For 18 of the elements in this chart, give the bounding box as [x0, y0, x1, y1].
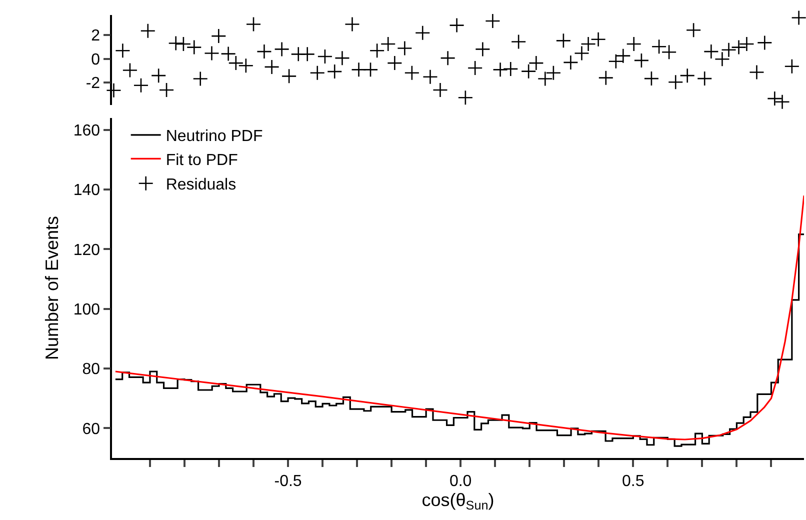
y-tick-label: 100: [73, 301, 100, 318]
y-tick-label: 140: [73, 182, 100, 200]
y-axis-title: Number of Events: [42, 216, 62, 360]
line-series: [114, 194, 804, 440]
x-tick-label: 0.5: [622, 472, 644, 490]
y-tick-label: 2: [91, 28, 100, 45]
y-tick-label: 160: [73, 122, 100, 140]
x-axis-title: cos(θ$_{Sun}$): [422, 490, 494, 513]
y-tick-label: 60: [82, 420, 100, 438]
y-tick-label: 80: [82, 361, 100, 378]
y-tick-label: 0: [91, 51, 100, 68]
x-tick-label: -0.5: [274, 472, 302, 490]
legend-label: Neutrino PDF: [166, 128, 263, 146]
y-tick-label: -2: [86, 75, 100, 92]
y-tick-label: 120: [73, 242, 100, 259]
legend-label: Fit to PDF: [166, 152, 238, 169]
legend-label: Residuals: [166, 176, 236, 194]
x-tick-label: 0.0: [449, 472, 472, 490]
